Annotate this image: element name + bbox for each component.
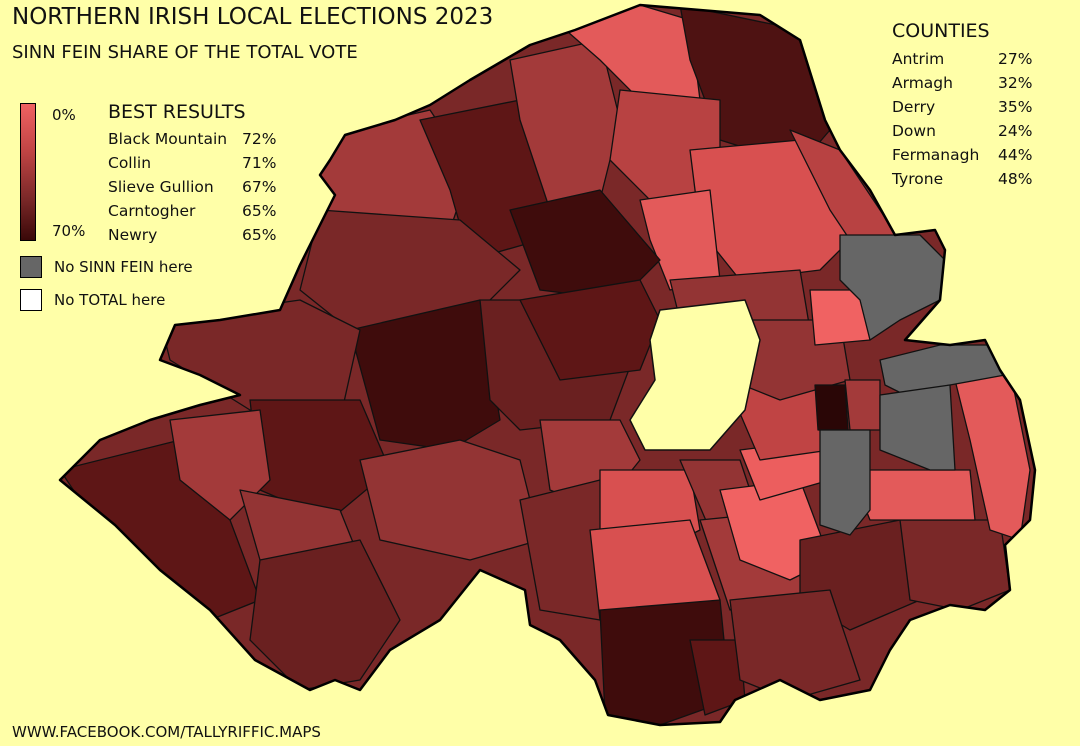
county-row: Antrim 27% xyxy=(892,50,1033,68)
county-row: Tyrone 48% xyxy=(892,170,1033,188)
county-row: Derry 35% xyxy=(892,98,1033,116)
scale-max-label: 70% xyxy=(52,222,86,240)
best-results-heading: BEST RESULTS xyxy=(108,101,246,123)
scale-min-label: 0% xyxy=(52,106,76,124)
no-sinn-fein-swatch xyxy=(20,256,42,278)
source-url: WWW.FACEBOOK.COM/TALLYRIFFIC.MAPS xyxy=(12,723,321,741)
best-result-row: Collin 71% xyxy=(108,154,277,172)
county-row: Fermanagh 44% xyxy=(892,146,1033,164)
county-row: Down 24% xyxy=(892,122,1033,140)
map-subtitle: SINN FEIN SHARE OF THE TOTAL VOTE xyxy=(12,42,358,63)
counties-heading: COUNTIES xyxy=(892,20,990,42)
map-title: NORTHERN IRISH LOCAL ELECTIONS 2023 xyxy=(12,4,494,30)
best-result-row: Black Mountain 72% xyxy=(108,130,277,148)
county-row: Armagh 32% xyxy=(892,74,1033,92)
no-total-swatch xyxy=(20,289,42,311)
color-scale-bar xyxy=(20,103,36,241)
best-result-row: Carntogher 65% xyxy=(108,202,277,220)
best-result-row: Slieve Gullion 67% xyxy=(108,178,277,196)
no-total-label: No TOTAL here xyxy=(54,291,166,309)
best-result-row: Newry 65% xyxy=(108,226,277,244)
no-sinn-fein-label: No SINN FEIN here xyxy=(54,258,193,276)
